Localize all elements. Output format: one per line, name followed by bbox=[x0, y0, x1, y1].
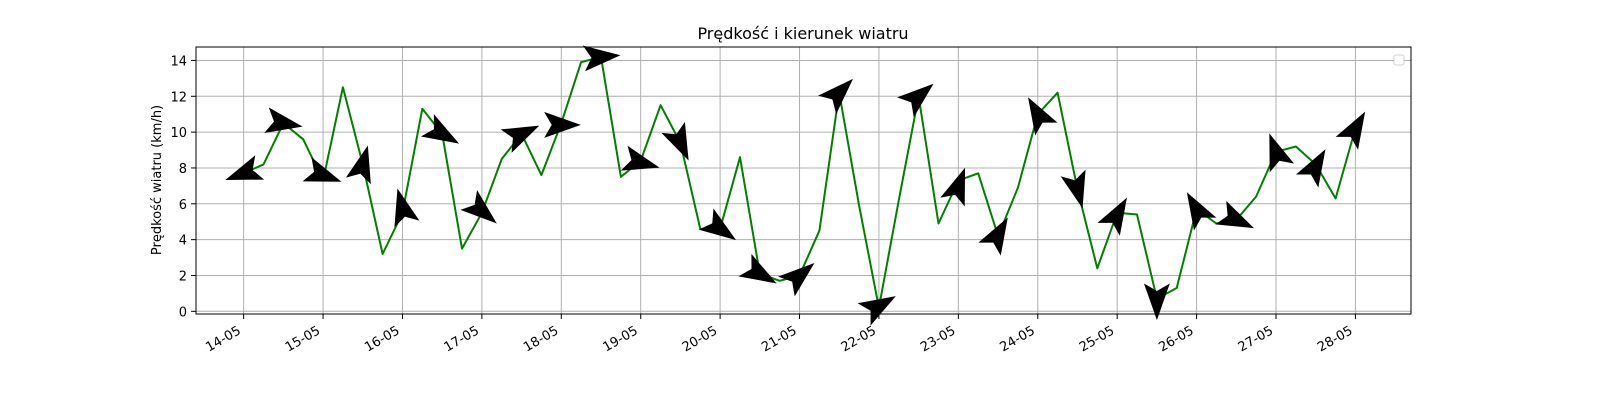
wind-direction-arrow bbox=[978, 217, 1008, 256]
wind-direction-arrow bbox=[1143, 283, 1170, 321]
x-tick-label: 18-05 bbox=[521, 323, 561, 355]
wind-direction-arrow bbox=[264, 107, 303, 133]
wind-direction-arrow bbox=[582, 45, 621, 72]
y-tick-label: 4 bbox=[179, 234, 187, 249]
wind-direction-arrow bbox=[345, 145, 371, 185]
wind-direction-arrow bbox=[394, 188, 420, 228]
wind-direction-arrow bbox=[778, 262, 815, 297]
wind-direction-arrow bbox=[500, 125, 540, 153]
y-tick-label: 2 bbox=[179, 269, 187, 284]
wind-direction-arrow bbox=[1335, 111, 1366, 150]
x-tick-label: 20-05 bbox=[680, 323, 720, 355]
wind-direction-arrow bbox=[225, 155, 265, 180]
legend-box bbox=[1393, 54, 1405, 66]
wind-direction-arrow bbox=[420, 114, 460, 144]
wind-direction-arrow bbox=[698, 208, 737, 241]
wind-direction-arrow bbox=[460, 190, 497, 224]
wind-direction-arrow bbox=[620, 145, 660, 171]
chart-title: Prędkość i kierunek wiatru bbox=[697, 24, 908, 43]
x-tick-label: 23-05 bbox=[918, 323, 958, 355]
wind-direction-arrow bbox=[738, 253, 777, 284]
wind-direction-arrow bbox=[661, 121, 689, 161]
wind-direction-arrow bbox=[897, 83, 934, 118]
y-ticks: 0 2 4 6 8 10 12 14 bbox=[170, 54, 196, 320]
wind-direction-arrow bbox=[1215, 200, 1254, 229]
wind-direction-arrow bbox=[544, 111, 581, 138]
wind-direction-arrow bbox=[1269, 133, 1295, 173]
x-tick-label: 26-05 bbox=[1156, 323, 1196, 355]
x-tick-label: 17-05 bbox=[442, 323, 482, 355]
x-tick-label: 22-05 bbox=[839, 323, 879, 355]
wind-direction-arrow bbox=[817, 78, 853, 114]
y-tick-label: 14 bbox=[170, 54, 187, 69]
wind-direction-arrow bbox=[1097, 197, 1127, 236]
y-tick-label: 8 bbox=[179, 162, 187, 177]
wind-direction-arrow bbox=[1295, 149, 1326, 188]
x-tick-label: 16-05 bbox=[362, 323, 402, 355]
x-tick-label: 27-05 bbox=[1236, 323, 1276, 355]
x-tick-label: 24-05 bbox=[998, 323, 1038, 355]
wind-direction-arrow bbox=[857, 296, 896, 326]
plot-frame bbox=[195, 46, 1412, 315]
y-tick-label: 0 bbox=[179, 305, 187, 320]
x-tick-label: 21-05 bbox=[759, 323, 799, 355]
x-tick-label: 28-05 bbox=[1315, 323, 1355, 355]
x-tick-label: 19-05 bbox=[600, 323, 640, 355]
y-axis-label: Prędkość wiatru (km/h) bbox=[150, 105, 165, 255]
y-tick-label: 10 bbox=[170, 126, 187, 141]
x-tick-label: 25-05 bbox=[1077, 323, 1117, 355]
wind-arrow-layer bbox=[225, 45, 1366, 326]
wind-direction-arrow bbox=[1028, 97, 1058, 136]
wind-direction-arrow bbox=[1060, 169, 1086, 209]
wind-direction-arrow bbox=[940, 167, 966, 207]
x-ticks: 14-05 15-05 16-05 17-05 18-05 19-05 20-05 21-05… bbox=[203, 314, 1356, 355]
wind-direction-arrow bbox=[302, 157, 342, 182]
wind-direction-arrow bbox=[1186, 192, 1217, 231]
y-tick-label: 12 bbox=[170, 90, 187, 105]
x-tick-label: 15-05 bbox=[283, 323, 323, 355]
x-tick-label: 14-05 bbox=[203, 323, 243, 355]
y-tick-label: 6 bbox=[179, 198, 187, 213]
